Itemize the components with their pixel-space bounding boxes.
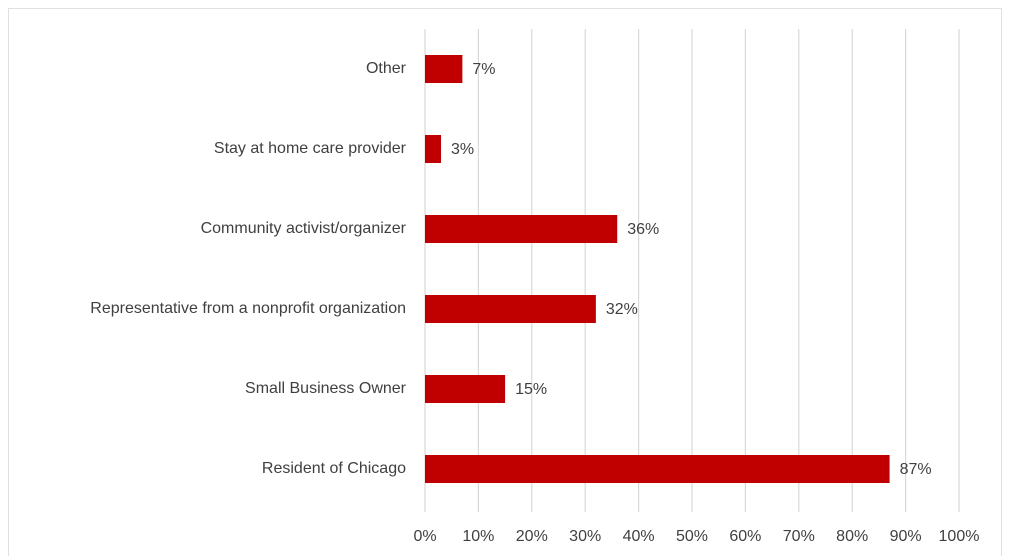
y-tick-label: Small Business Owner <box>245 380 407 397</box>
x-tick-label: 40% <box>623 528 655 545</box>
data-label: 87% <box>900 461 932 478</box>
x-tick-label: 0% <box>413 528 436 545</box>
x-tick-label: 10% <box>462 528 494 545</box>
data-label: 7% <box>472 61 495 78</box>
data-label: 15% <box>515 381 547 398</box>
bar <box>425 135 442 163</box>
x-tick-label: 30% <box>569 528 601 545</box>
bar <box>425 55 463 83</box>
x-tick-label: 20% <box>516 528 548 545</box>
bar <box>425 455 890 483</box>
bar <box>425 375 506 403</box>
bar <box>425 215 618 243</box>
data-label: 3% <box>451 141 474 158</box>
x-tick-label: 50% <box>676 528 708 545</box>
x-tick-label: 60% <box>729 528 761 545</box>
data-label: 36% <box>627 221 659 238</box>
x-tick-label: 100% <box>939 528 980 545</box>
x-tick-label: 70% <box>783 528 815 545</box>
bar <box>425 295 596 323</box>
y-tick-label: Representative from a nonprofit organiza… <box>90 300 406 317</box>
y-tick-label: Community activist/organizer <box>201 220 407 237</box>
data-label: 32% <box>606 301 638 318</box>
x-tick-label: 80% <box>836 528 868 545</box>
y-tick-label: Resident of Chicago <box>262 460 406 477</box>
x-tick-label: 90% <box>890 528 922 545</box>
y-tick-label: Other <box>366 60 407 77</box>
y-tick-label: Stay at home care provider <box>214 140 407 157</box>
